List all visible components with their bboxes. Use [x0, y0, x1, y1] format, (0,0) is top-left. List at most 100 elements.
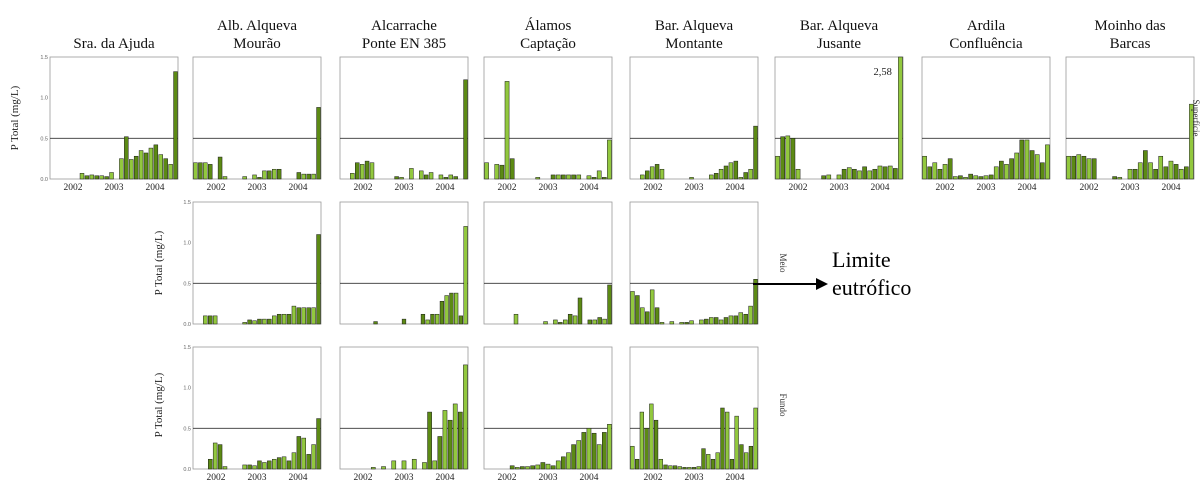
bar [555, 174, 561, 180]
bar [645, 170, 650, 180]
bar [748, 305, 753, 325]
bar [958, 175, 963, 180]
bar [672, 465, 678, 470]
bar [247, 464, 252, 470]
bar [242, 322, 247, 325]
station-titles: Sra. da Ajuda Alb. Alqueva Mourão Alcarrach… [73, 17, 1165, 52]
bar [267, 170, 272, 180]
bar [208, 164, 213, 180]
bar [882, 166, 888, 180]
limit-arrow [753, 278, 828, 290]
bar [1029, 150, 1035, 180]
bar [1081, 155, 1087, 180]
bar [978, 176, 984, 180]
bar [679, 322, 684, 325]
bar [394, 176, 399, 180]
bar [129, 159, 134, 180]
y-axis-label: P Total (mg/L) [153, 230, 165, 295]
bar [669, 321, 675, 325]
bar [222, 176, 228, 180]
bar [203, 162, 208, 180]
bar [109, 172, 114, 180]
bar [364, 160, 370, 180]
x-tick-label: 2003 [1121, 183, 1140, 193]
chart-panel: 0.0 0.5 1.0 1.5 2002 2003 2004 [183, 345, 322, 483]
x-tick-label: 2002 [644, 473, 663, 483]
bar [193, 162, 198, 180]
bar [370, 467, 376, 470]
bar [857, 170, 862, 180]
bar [1178, 168, 1184, 180]
bar [203, 315, 208, 325]
station-title: Álamos [525, 17, 572, 34]
bar [555, 460, 561, 470]
y-tick-label: 0.0 [40, 177, 48, 183]
bar [826, 174, 832, 180]
bar [442, 410, 448, 470]
bar [748, 168, 753, 180]
x-tick-label: 2002 [789, 183, 808, 193]
bar [983, 175, 989, 180]
bar [649, 289, 655, 325]
bar [1045, 144, 1050, 180]
bar [597, 317, 602, 325]
bar [561, 456, 566, 470]
bar [577, 297, 583, 325]
panel-frame [339, 56, 469, 180]
bar [435, 313, 440, 325]
y-tick-label: 0.5 [183, 426, 191, 432]
bar [550, 465, 556, 470]
bar [430, 313, 435, 325]
bar [753, 125, 758, 180]
bar [561, 174, 566, 180]
bar [1014, 152, 1020, 180]
bar [401, 318, 407, 325]
bar [723, 317, 729, 325]
bar [602, 432, 607, 470]
bar [576, 440, 582, 470]
bar [1153, 168, 1158, 180]
bar [947, 158, 953, 180]
bar [1168, 160, 1174, 180]
bar [1148, 162, 1153, 180]
bar [359, 164, 365, 180]
x-tick-label: 2002 [207, 473, 226, 483]
bar [591, 177, 597, 180]
bar [687, 467, 692, 470]
bar [893, 168, 898, 180]
bar [743, 313, 748, 325]
bar [571, 174, 576, 180]
x-tick-label: 2003 [395, 473, 414, 483]
station-title: Barcas [1110, 36, 1151, 52]
y-tick-label: 1.0 [183, 386, 191, 392]
bar [1086, 158, 1092, 180]
bar [691, 467, 697, 470]
bar [743, 172, 748, 180]
bar [94, 175, 99, 180]
bar [242, 176, 247, 180]
x-tick-label: 2002 [644, 183, 663, 193]
x-tick-label: 2002 [498, 473, 517, 483]
bar [432, 460, 438, 470]
station-title: Ponte EN 385 [362, 36, 446, 52]
bar [463, 226, 468, 325]
bar [252, 174, 257, 180]
x-tick-label: 2004 [725, 183, 744, 193]
x-tick-label: 2004 [435, 183, 454, 193]
bar [748, 445, 754, 470]
y-tick-label: 1.0 [40, 96, 48, 102]
bar [296, 436, 302, 470]
bar [1004, 164, 1009, 180]
depth-label: Fundo [778, 393, 788, 417]
x-tick-label: 2002 [1080, 183, 1099, 193]
bar [709, 317, 714, 325]
bar [654, 164, 660, 180]
bar [525, 466, 530, 470]
bar [586, 428, 592, 470]
bar [535, 177, 541, 180]
chart-panel: 2002 2003 2004 [339, 346, 469, 483]
bar [311, 173, 316, 180]
bar [458, 411, 463, 470]
x-tick-label: 2004 [870, 183, 889, 193]
